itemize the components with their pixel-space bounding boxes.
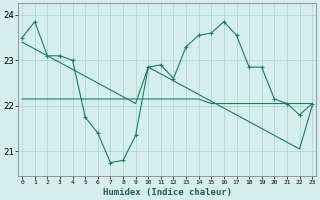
X-axis label: Humidex (Indice chaleur): Humidex (Indice chaleur): [103, 188, 232, 197]
